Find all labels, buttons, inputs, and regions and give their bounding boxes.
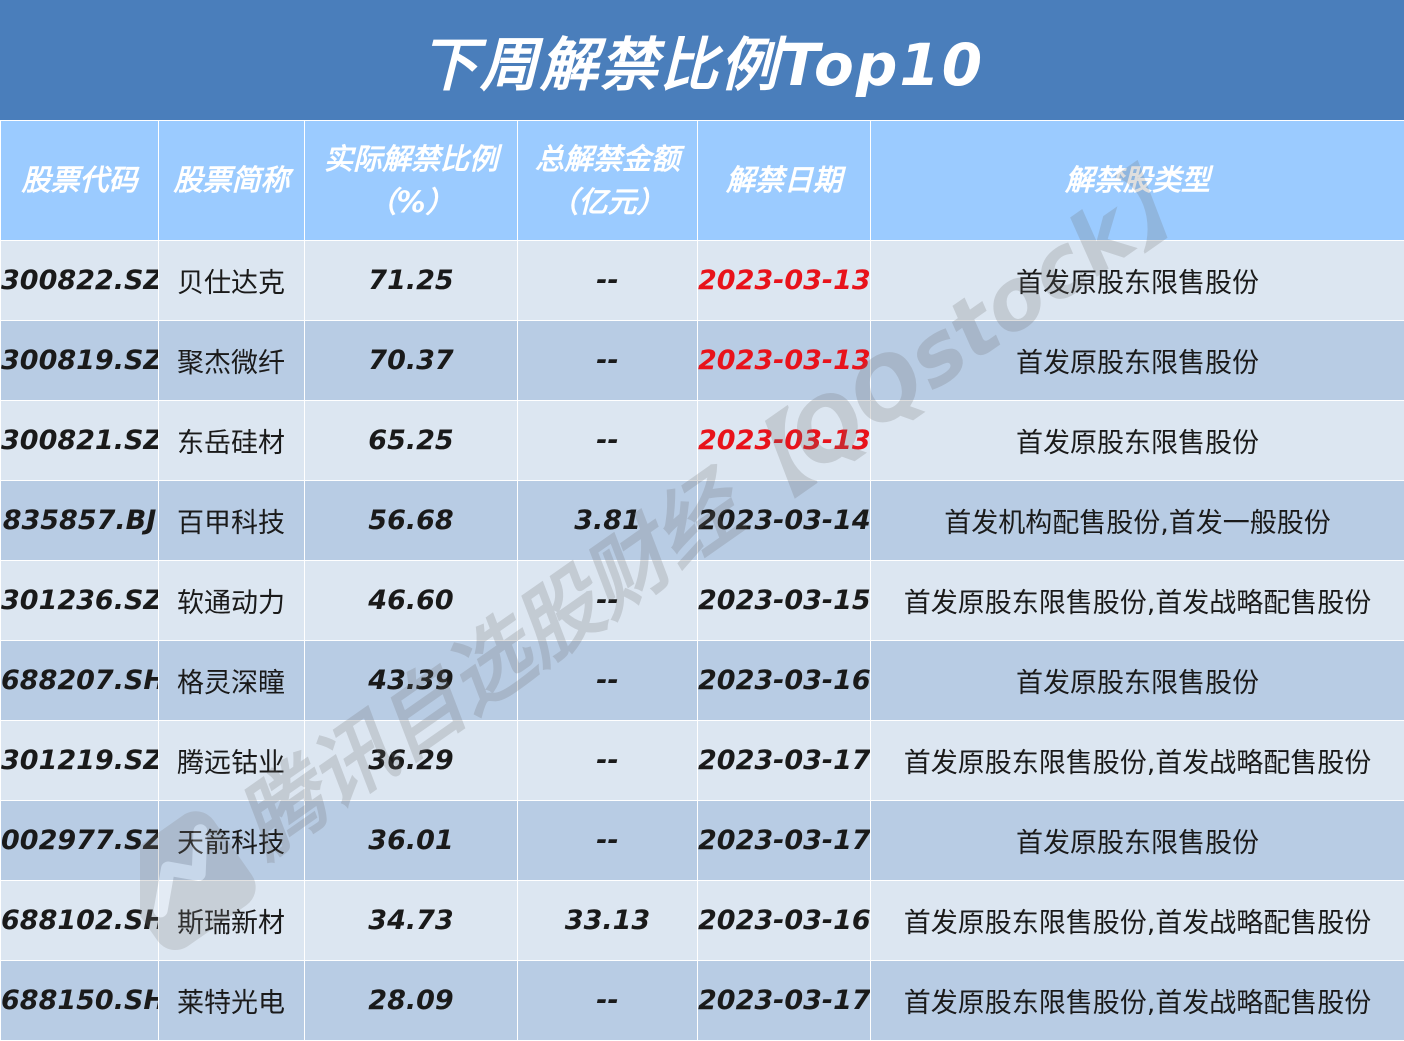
unlock-ratio: 56.68 [304,480,518,561]
unlock-ratio: 34.73 [304,880,518,961]
header-unlock-ratio: 实际解禁比例（%） [304,120,518,241]
unlock-ratio-table: 股票代码 股票简称 实际解禁比例（%） 总解禁金额（亿元） 解禁日期 解禁股类型… [0,120,1404,1041]
share-type: 首发原股东限售股份,首发战略配售股份 [870,960,1404,1041]
unlock-ratio: 70.37 [304,320,518,401]
share-type: 首发原股东限售股份,首发战略配售股份 [870,880,1404,961]
unlock-ratio: 36.29 [304,720,518,801]
stock-code: 301219.SZ [0,720,159,801]
stock-name: 贝仕达克 [158,240,305,321]
stock-name: 格灵深瞳 [158,640,305,721]
header-unlock-amount: 总解禁金额（亿元） [517,120,698,241]
table-row: 835857.BJ 百甲科技 56.68 3.81 2023-03-14 首发机… [0,480,1404,561]
unlock-amount: -- [517,960,698,1041]
unlock-ratio: 65.25 [304,400,518,481]
unlock-amount: -- [517,800,698,881]
page-title: 下周解禁比例Top10 [419,31,985,99]
table-row: 688207.SH 格灵深瞳 43.39 -- 2023-03-16 首发原股东… [0,640,1404,721]
table-row: 300822.SZ 贝仕达克 71.25 -- 2023-03-13 首发原股东… [0,240,1404,321]
stock-code: 835857.BJ [0,480,159,561]
stock-name: 腾远钴业 [158,720,305,801]
unlock-ratio: 36.01 [304,800,518,881]
unlock-ratio: 43.39 [304,640,518,721]
unlock-date: 2023-03-16 [697,640,871,721]
stock-code: 002977.SZ [0,800,159,881]
share-type: 首发原股东限售股份 [870,320,1404,401]
title-bar: 下周解禁比例Top10 [0,0,1404,120]
table-row: 301219.SZ 腾远钴业 36.29 -- 2023-03-17 首发原股东… [0,720,1404,801]
unlock-date: 2023-03-15 [697,560,871,641]
table-row: 688102.SH 斯瑞新材 34.73 33.13 2023-03-16 首发… [0,880,1404,961]
stock-name: 百甲科技 [158,480,305,561]
stock-code: 300819.SZ [0,320,159,401]
unlock-ratio: 28.09 [304,960,518,1041]
share-type: 首发原股东限售股份,首发战略配售股份 [870,560,1404,641]
unlock-date: 2023-03-14 [697,480,871,561]
unlock-date: 2023-03-13 [697,240,871,321]
stock-name: 斯瑞新材 [158,880,305,961]
stock-code: 688150.SH [0,960,159,1041]
share-type: 首发原股东限售股份 [870,400,1404,481]
stock-code: 688102.SH [0,880,159,961]
header-unlock-date: 解禁日期 [697,120,871,241]
stock-name: 聚杰微纤 [158,320,305,401]
unlock-date: 2023-03-17 [697,960,871,1041]
unlock-amount: -- [517,320,698,401]
table-row: 688150.SH 莱特光电 28.09 -- 2023-03-17 首发原股东… [0,960,1404,1041]
table-row: 300821.SZ 东岳硅材 65.25 -- 2023-03-13 首发原股东… [0,400,1404,481]
unlock-date: 2023-03-17 [697,800,871,881]
unlock-amount: -- [517,640,698,721]
table-row: 301236.SZ 软通动力 46.60 -- 2023-03-15 首发原股东… [0,560,1404,641]
unlock-date: 2023-03-13 [697,320,871,401]
unlock-date: 2023-03-16 [697,880,871,961]
header-stock-name: 股票简称 [158,120,305,241]
unlock-ratio: 71.25 [304,240,518,321]
unlock-amount: -- [517,720,698,801]
share-type: 首发机构配售股份,首发一般股份 [870,480,1404,561]
table-row: 002977.SZ 天箭科技 36.01 -- 2023-03-17 首发原股东… [0,800,1404,881]
unlock-amount: -- [517,240,698,321]
header-share-type: 解禁股类型 [870,120,1404,241]
stock-name: 天箭科技 [158,800,305,881]
stock-code: 301236.SZ [0,560,159,641]
unlock-amount: 33.13 [517,880,698,961]
share-type: 首发原股东限售股份 [870,800,1404,881]
table-row: 300819.SZ 聚杰微纤 70.37 -- 2023-03-13 首发原股东… [0,320,1404,401]
unlock-date: 2023-03-13 [697,400,871,481]
stock-name: 软通动力 [158,560,305,641]
share-type: 首发原股东限售股份 [870,240,1404,321]
unlock-amount: -- [517,560,698,641]
unlock-amount: -- [517,400,698,481]
stock-code: 300821.SZ [0,400,159,481]
table-header-row: 股票代码 股票简称 实际解禁比例（%） 总解禁金额（亿元） 解禁日期 解禁股类型 [0,120,1404,241]
stock-name: 东岳硅材 [158,400,305,481]
stock-name: 莱特光电 [158,960,305,1041]
unlock-amount: 3.81 [517,480,698,561]
share-type: 首发原股东限售股份 [870,640,1404,721]
unlock-ratio: 46.60 [304,560,518,641]
unlock-date: 2023-03-17 [697,720,871,801]
header-stock-code: 股票代码 [0,120,159,241]
stock-code: 688207.SH [0,640,159,721]
share-type: 首发原股东限售股份,首发战略配售股份 [870,720,1404,801]
stock-code: 300822.SZ [0,240,159,321]
